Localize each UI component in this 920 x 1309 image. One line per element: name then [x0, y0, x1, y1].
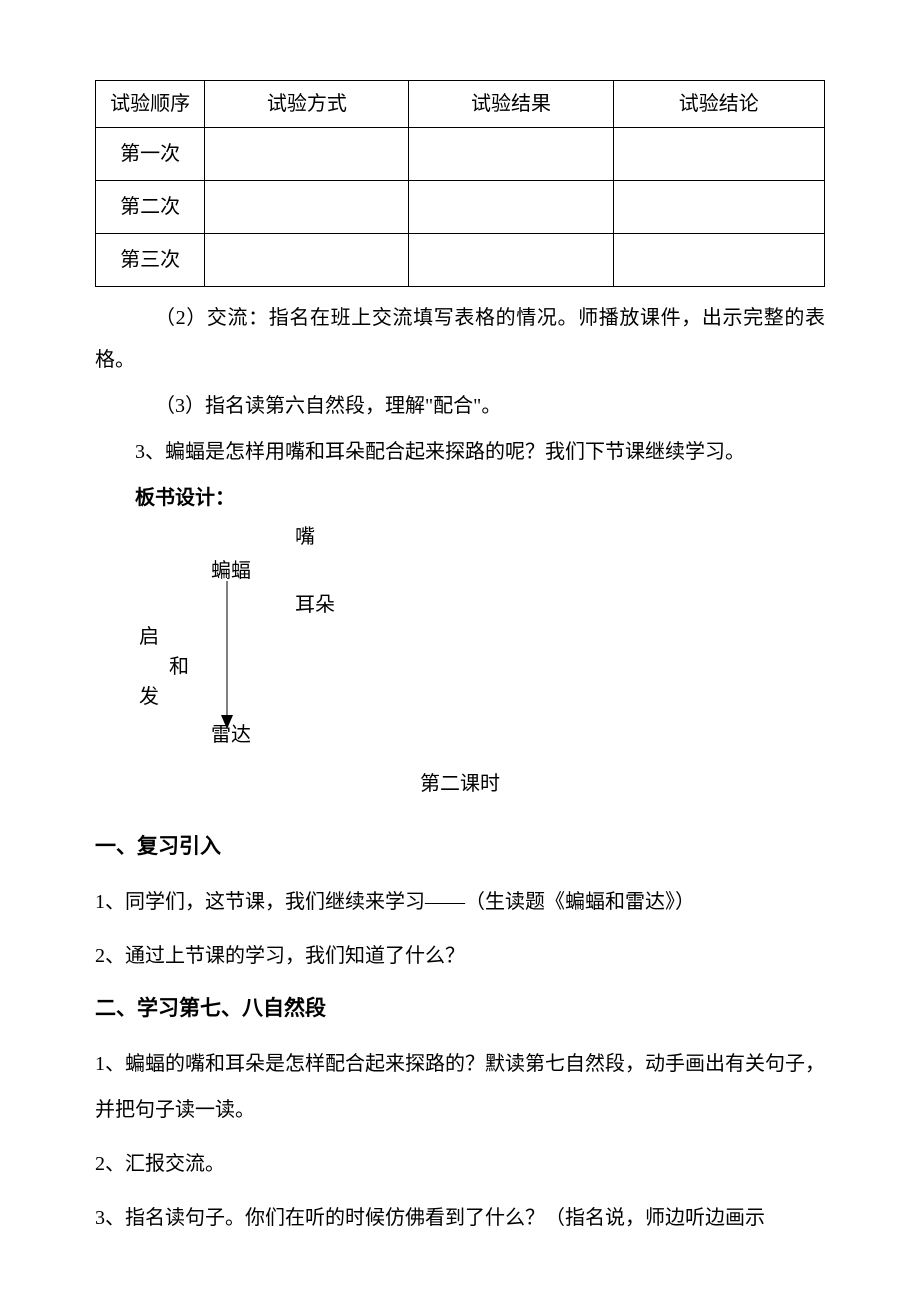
paragraph-4: 3、蝙蝠是怎样用嘴和耳朵配合起来探路的呢？我们下节课继续学习。: [95, 431, 825, 473]
document-page: 试验顺序 试验方式 试验结果 试验结论 第一次 第二次 第三次: [0, 0, 920, 1309]
cell-conclusion-1: [613, 128, 824, 181]
table-row: 第二次: [96, 181, 825, 234]
board-he: 和: [169, 653, 189, 681]
section-1-p1: 1、同学们，这节课，我们继续来学习——（生读题《蝙蝠和雷达》）: [95, 879, 825, 925]
header-conclusion: 试验结论: [613, 81, 824, 128]
cell-result-3: [409, 234, 613, 287]
board-zui: 嘴: [295, 523, 315, 551]
arrow-down-icon: [217, 523, 237, 733]
section-2-p2: 2、汇报交流。: [95, 1141, 825, 1187]
board-design-title: 板书设计：: [95, 477, 825, 519]
board-design-diagram: 嘴 蝙蝠 耳朵 启 和 发 雷达: [95, 523, 825, 751]
lesson-2-title: 第二课时: [95, 763, 825, 805]
board-fa: 发: [139, 683, 159, 711]
cell-conclusion-2: [613, 181, 824, 234]
table-row: 第三次: [96, 234, 825, 287]
section-1-title: 一、复习引入: [95, 825, 825, 869]
header-sequence: 试验顺序: [96, 81, 205, 128]
header-method: 试验方式: [205, 81, 409, 128]
board-qi: 启: [139, 623, 159, 651]
cell-seq-3: 第三次: [96, 234, 205, 287]
paragraph-3: （3）指名读第六自然段，理解"配合"。: [95, 385, 825, 427]
cell-result-2: [409, 181, 613, 234]
cell-conclusion-3: [613, 234, 824, 287]
section-1-p2: 2、通过上节课的学习，我们知道了什么？: [95, 933, 825, 979]
experiment-table: 试验顺序 试验方式 试验结果 试验结论 第一次 第二次 第三次: [95, 80, 825, 287]
cell-result-1: [409, 128, 613, 181]
board-erduo: 耳朵: [295, 591, 335, 619]
cell-method-3: [205, 234, 409, 287]
table-header-row: 试验顺序 试验方式 试验结果 试验结论: [96, 81, 825, 128]
cell-seq-1: 第一次: [96, 128, 205, 181]
section-2-title: 二、学习第七、八自然段: [95, 987, 825, 1031]
cell-seq-2: 第二次: [96, 181, 205, 234]
cell-method-1: [205, 128, 409, 181]
section-2-p3: 3、指名读句子。你们在听的时候仿佛看到了什么？（指名说，师边听边画示: [95, 1195, 825, 1241]
section-2-p1: 1、蝙蝠的嘴和耳朵是怎样配合起来探路的？默读第七自然段，动手画出有关句子，并把句…: [95, 1041, 825, 1133]
paragraph-2: （2）交流：指名在班上交流填写表格的情况。师播放课件，出示完整的表格。: [95, 297, 825, 381]
table-row: 第一次: [96, 128, 825, 181]
cell-method-2: [205, 181, 409, 234]
header-result: 试验结果: [409, 81, 613, 128]
